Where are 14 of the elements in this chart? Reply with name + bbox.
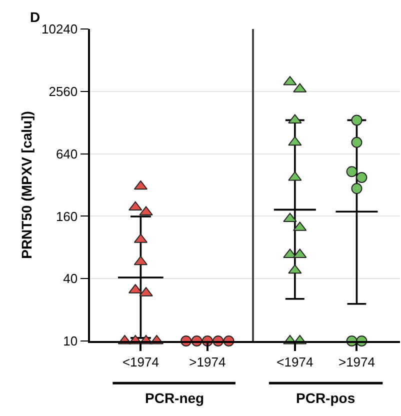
y-tick-label: 10 xyxy=(63,334,78,349)
y-tick-label: 10240 xyxy=(41,22,78,37)
y-tick-label: 640 xyxy=(56,146,78,162)
x-axis-title: PCR-pos xyxy=(296,390,356,406)
chart-title: D xyxy=(30,9,40,25)
x-tick-label: <1974 xyxy=(122,354,159,370)
x-tick-label: <1974 xyxy=(276,354,314,370)
x-tick-label: >1974 xyxy=(338,354,375,370)
y-axis-title: PRNT50 (MPXV [calu]) xyxy=(18,111,35,259)
y-tick-label: 40 xyxy=(63,271,78,286)
y-tick-label: 160 xyxy=(56,208,78,224)
x-axis-title: PCR-neg xyxy=(145,390,204,406)
x-tick-label: >1974 xyxy=(189,354,226,370)
y-tick-label: 2560 xyxy=(48,84,78,99)
